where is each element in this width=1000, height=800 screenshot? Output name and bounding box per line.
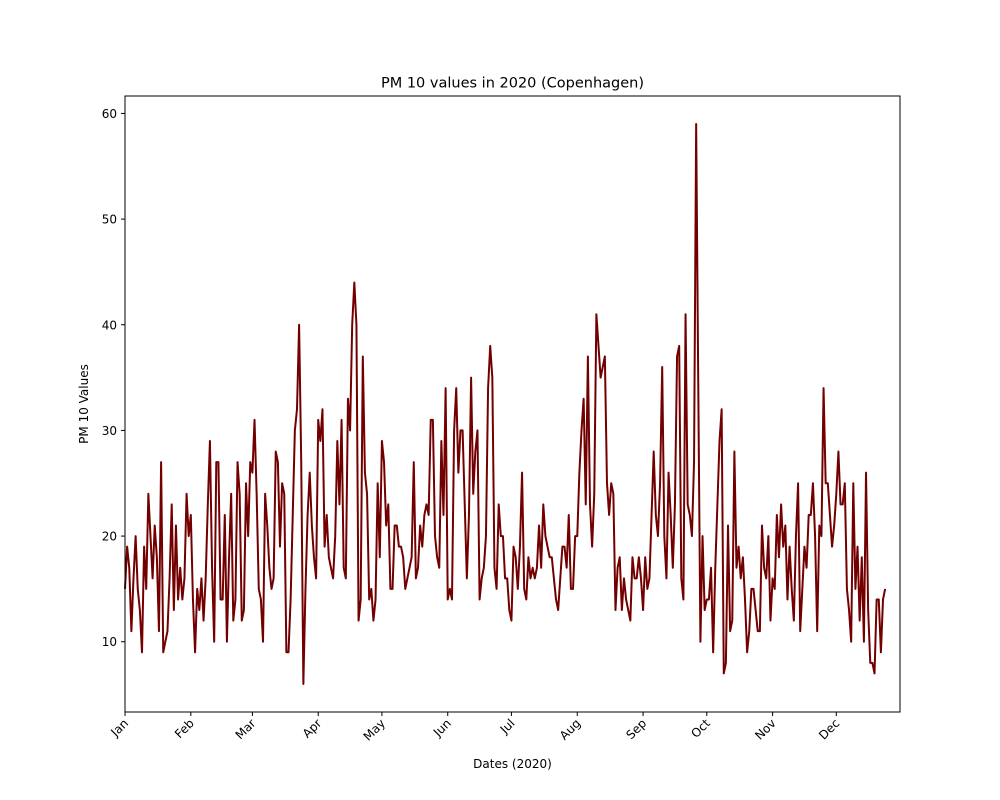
y-axis-label: PM 10 Values bbox=[77, 364, 91, 444]
y-tick-label: 10 bbox=[102, 635, 117, 649]
x-tick-label: May bbox=[361, 716, 388, 743]
x-tick-label: Dec bbox=[816, 716, 842, 742]
plot-frame bbox=[124, 95, 901, 713]
x-tick-label: Apr bbox=[300, 716, 325, 741]
x-tick-label: Aug bbox=[557, 716, 583, 742]
y-tick-label: 20 bbox=[102, 530, 117, 544]
x-tick-label: Oct bbox=[688, 716, 713, 741]
y-tick-label: 50 bbox=[102, 213, 117, 227]
chart-title: PM 10 values in 2020 (Copenhagen) bbox=[381, 76, 644, 92]
x-tick-label: Feb bbox=[172, 716, 197, 741]
x-tick-label: Jul bbox=[497, 716, 518, 737]
y-axis: 10 20 30 40 50 60 bbox=[102, 107, 125, 649]
x-tick-label: Jun bbox=[430, 716, 454, 740]
x-tick-label: Nov bbox=[752, 716, 778, 742]
x-axis-label: Dates (2020) bbox=[473, 757, 552, 771]
x-tick-label: Sep bbox=[623, 716, 649, 742]
x-tick-label: Mar bbox=[233, 716, 259, 742]
y-tick-label: 60 bbox=[102, 107, 117, 121]
plot-area bbox=[124, 95, 901, 713]
x-tick-label: Jan bbox=[107, 716, 131, 740]
y-tick-label: 30 bbox=[102, 424, 117, 438]
series-line-0 bbox=[124, 123, 887, 685]
y-tick-label: 40 bbox=[102, 318, 117, 332]
x-axis: Jan Feb Mar Apr May Jun Jul Aug Sep Oct Nov Dec bbox=[107, 712, 842, 744]
